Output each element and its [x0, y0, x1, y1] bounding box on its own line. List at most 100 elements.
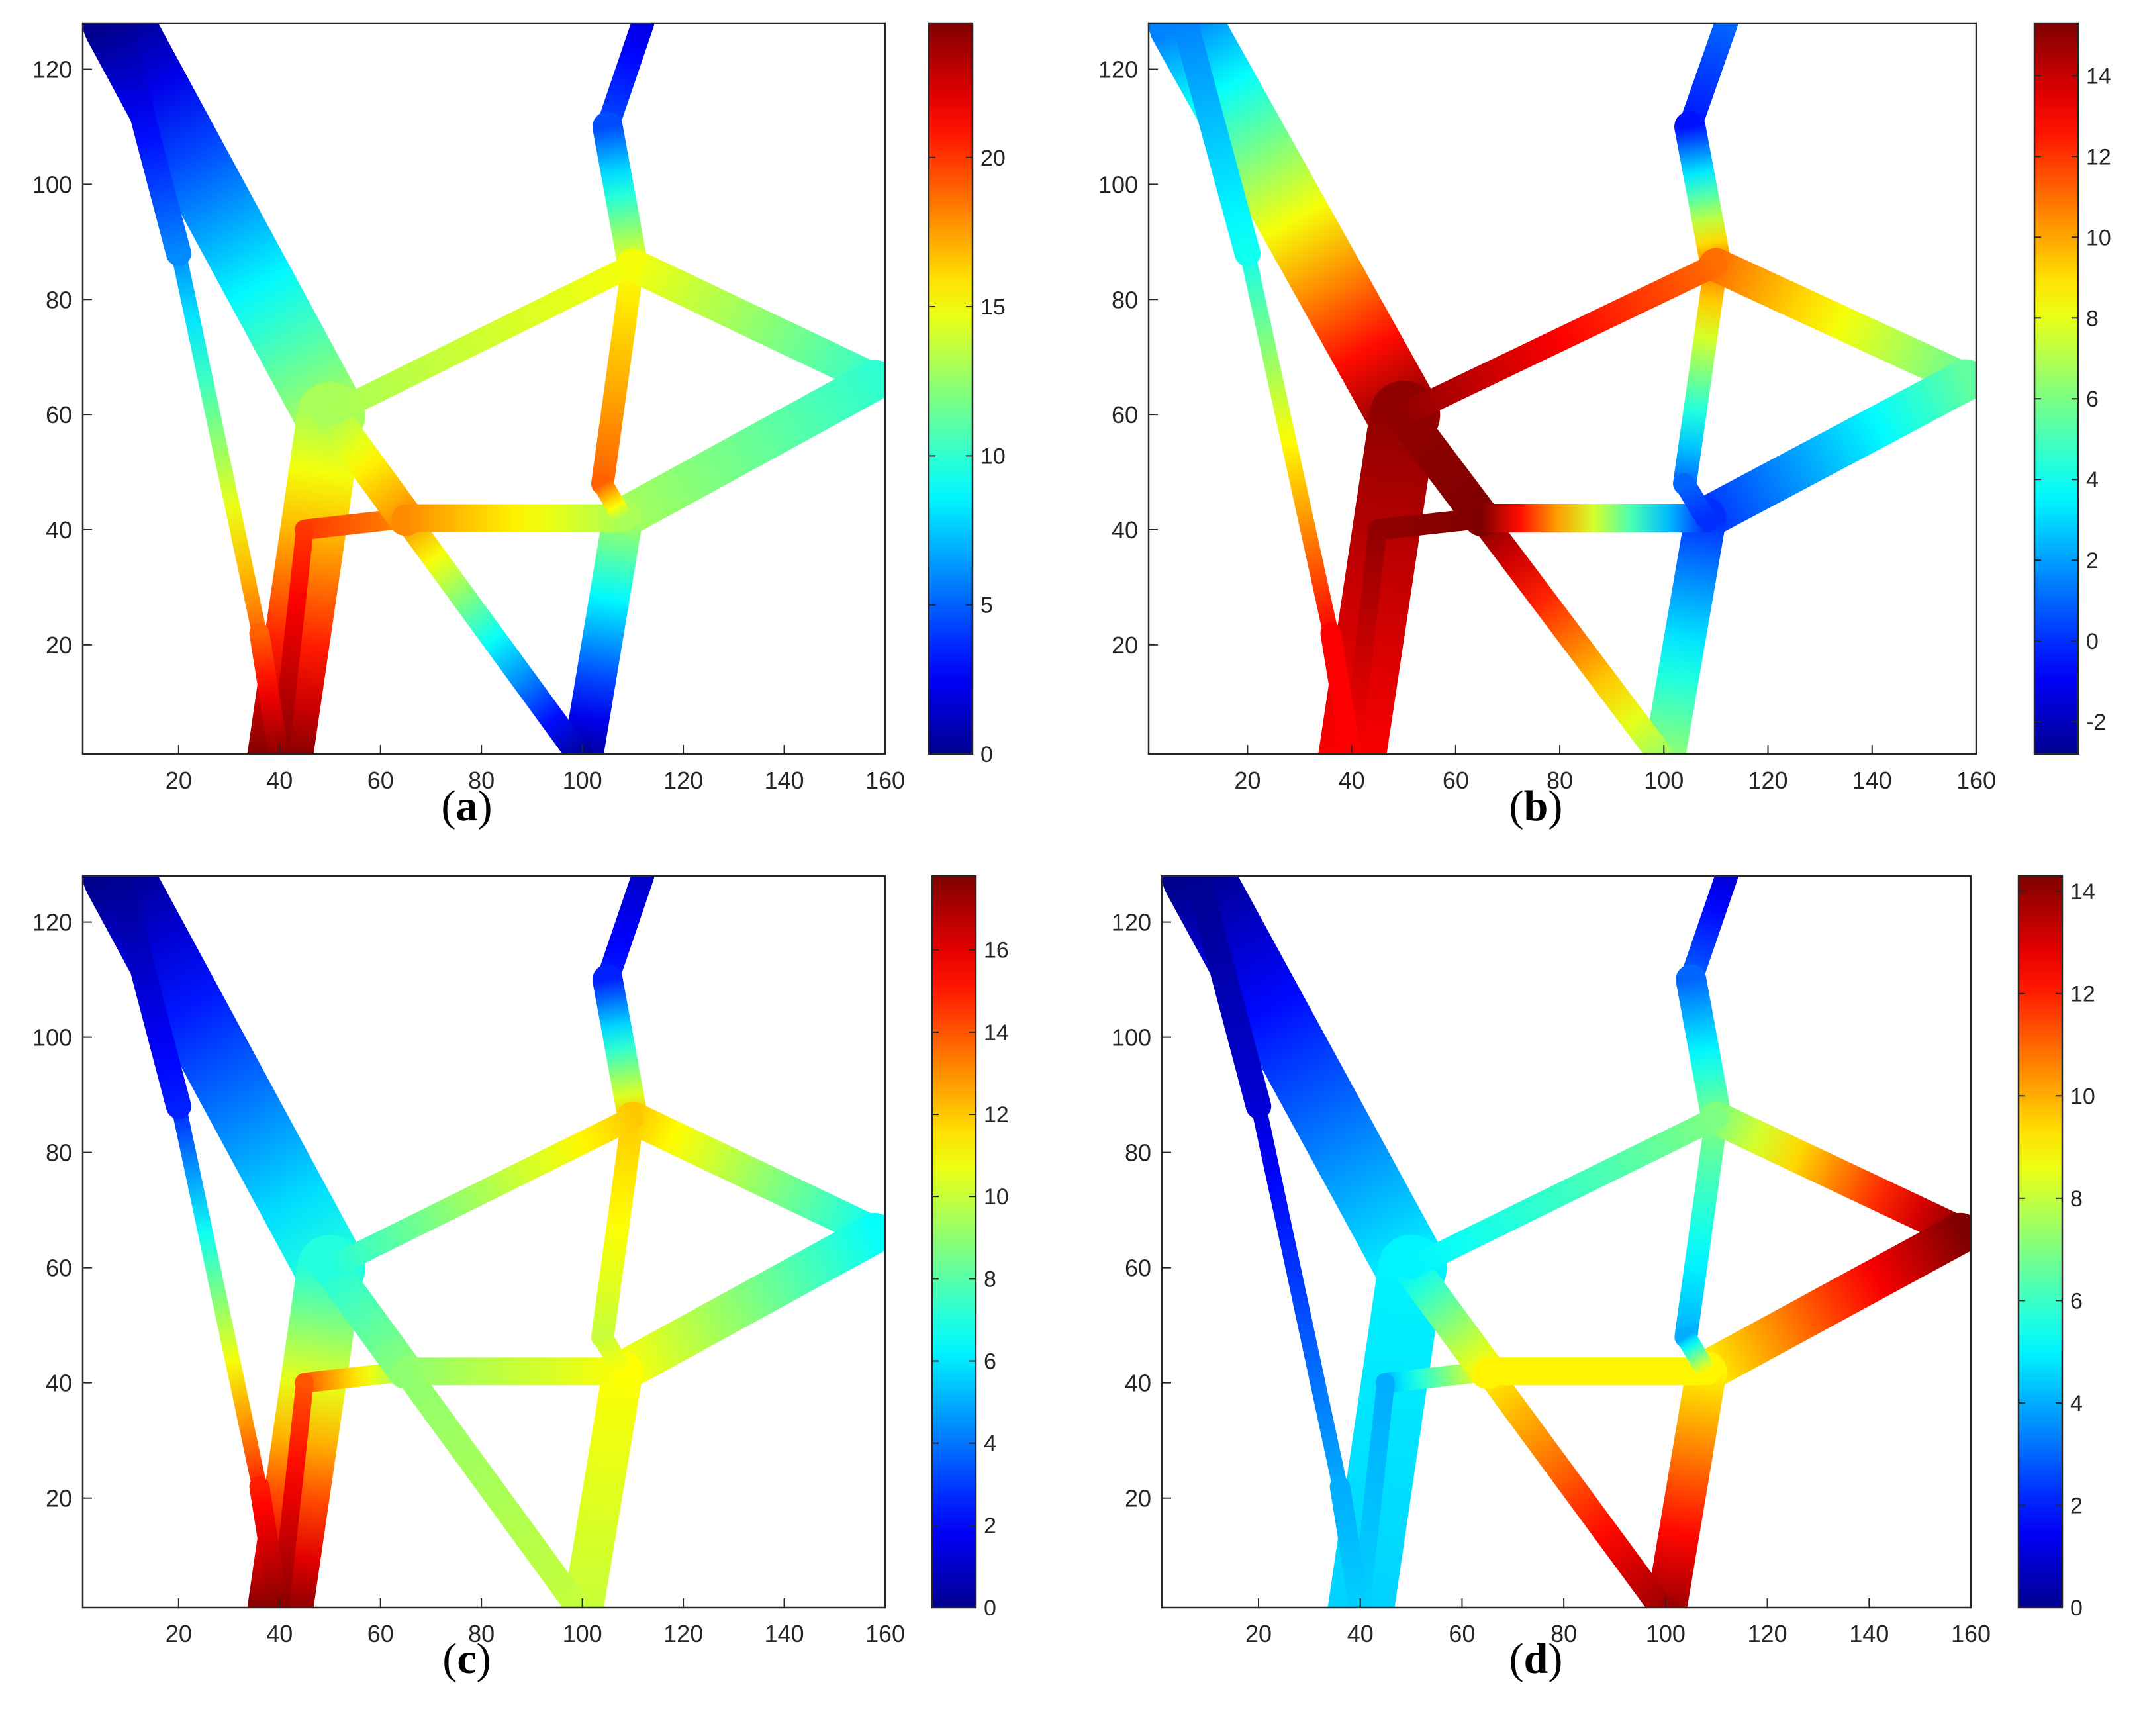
colorbar-tick-label: 6 — [2070, 1288, 2083, 1314]
x-tick-label: 20 — [1245, 1620, 1272, 1647]
axes-frame — [1147, 22, 1977, 755]
colorbar-frame — [2033, 22, 2079, 755]
y-tick-label: 120 — [1112, 909, 1151, 936]
truss-member — [1393, 1249, 1505, 1390]
truss-member — [591, 1106, 645, 1349]
truss-member — [312, 397, 424, 536]
truss-member — [1674, 111, 1732, 281]
truss-member — [171, 1098, 267, 1494]
colorbar-tick-label: 15 — [980, 295, 1006, 320]
density-field — [1149, 23, 1976, 754]
truss-member — [596, 23, 655, 138]
x-tick-label: 80 — [468, 1620, 495, 1647]
colorbar-frame — [928, 22, 974, 755]
x-tick-label: 100 — [1646, 1620, 1686, 1647]
truss-member — [616, 248, 885, 397]
truss-member — [171, 246, 267, 641]
y-tick-label: 20 — [46, 632, 72, 659]
colorbar-tick-label: 2 — [984, 1514, 996, 1539]
x-tick-label: 40 — [266, 767, 293, 794]
y-tick-label: 20 — [1125, 1485, 1151, 1512]
y-tick-label: 40 — [46, 1370, 72, 1397]
colorbar-tick-label: 16 — [984, 938, 1009, 963]
density-field — [83, 23, 885, 754]
x-tick-label: 160 — [1951, 1620, 1991, 1647]
truss-member — [318, 1106, 645, 1279]
colorbar-tick-label: 6 — [984, 1349, 996, 1374]
x-tick-label: 60 — [367, 1620, 394, 1647]
panel-caption: (b) — [1509, 782, 1563, 830]
y-tick-label: 80 — [46, 286, 72, 313]
colorbar-tick-label: 4 — [2086, 467, 2099, 493]
colorbar-tick-label: 20 — [980, 146, 1006, 171]
colorbar-tick-label: 12 — [2086, 144, 2111, 169]
colorbar-tick-label: 0 — [984, 1596, 996, 1621]
truss-member — [249, 1476, 289, 1608]
x-tick-label: 100 — [563, 767, 602, 794]
x-tick-label: 20 — [166, 767, 192, 794]
x-tick-label: 140 — [765, 767, 804, 794]
colorbar-tick-label: 12 — [984, 1102, 1009, 1128]
x-tick-label: 160 — [865, 767, 905, 794]
x-tick-label: 40 — [1347, 1620, 1374, 1647]
truss-member — [1676, 964, 1732, 1133]
axes-frame — [81, 22, 886, 755]
axes-frame — [1161, 875, 1972, 1609]
truss-member — [1172, 23, 1261, 267]
density-field — [83, 876, 885, 1608]
x-tick-label: 40 — [1339, 767, 1365, 794]
truss-member — [1643, 497, 1727, 754]
x-tick-label: 20 — [166, 1620, 192, 1647]
truss-member — [83, 876, 365, 1304]
truss-member — [1239, 245, 1339, 642]
truss-member — [1678, 23, 1738, 139]
x-tick-label: 160 — [865, 1620, 905, 1647]
x-tick-label: 100 — [1644, 767, 1684, 794]
truss-member — [1352, 1374, 1395, 1608]
truss-member — [105, 23, 191, 266]
colorbar-tick-label: 5 — [980, 593, 993, 618]
y-tick-label: 40 — [1125, 1370, 1151, 1397]
colorbar-tick-label: -2 — [2086, 710, 2106, 735]
panel-caption-letter: b — [1523, 782, 1548, 830]
y-tick-label: 80 — [46, 1139, 72, 1167]
colorbar-tick-label: 4 — [2070, 1391, 2083, 1416]
y-tick-label: 100 — [1098, 171, 1138, 198]
density-field — [1162, 876, 1971, 1608]
colorbar-tick-label: 6 — [2086, 387, 2099, 412]
truss-member — [105, 876, 191, 1120]
truss-member — [592, 111, 648, 280]
x-tick-label: 60 — [1449, 1620, 1475, 1647]
colorbar-tick-label: 0 — [2086, 629, 2099, 654]
colorbar-tick-label: 10 — [2070, 1084, 2095, 1109]
truss-member — [83, 23, 365, 450]
truss-member — [393, 1359, 594, 1608]
colorbar-tick-label: 4 — [984, 1431, 996, 1457]
truss-member — [1673, 253, 1728, 496]
x-tick-label: 140 — [1849, 1620, 1889, 1647]
truss-member — [602, 1212, 885, 1392]
truss-member — [1676, 1326, 1717, 1382]
colorbar-tick-label: 14 — [2086, 64, 2111, 89]
y-tick-label: 120 — [1098, 56, 1138, 83]
truss-member — [1474, 1359, 1677, 1608]
truss-member — [1162, 876, 1447, 1304]
x-tick-label: 100 — [563, 1620, 602, 1647]
y-tick-label: 100 — [32, 1024, 72, 1051]
truss-member — [271, 1374, 314, 1608]
y-tick-label: 80 — [1125, 1139, 1151, 1167]
truss-member — [591, 253, 645, 495]
truss-member — [1149, 23, 1441, 452]
truss-member — [1674, 473, 1716, 529]
panel-caption: (d) — [1509, 1635, 1563, 1683]
truss-member — [1686, 1212, 1971, 1392]
colorbar-tick-label: 0 — [2070, 1596, 2083, 1621]
colorbar-tick-label: 0 — [980, 742, 993, 767]
y-tick-label: 120 — [32, 56, 72, 83]
truss-member — [1251, 1098, 1348, 1494]
truss-member — [592, 1326, 633, 1382]
x-tick-label: 160 — [1956, 767, 1996, 794]
colorbar-tick-label: 10 — [984, 1184, 1009, 1210]
truss-member — [1184, 876, 1272, 1120]
